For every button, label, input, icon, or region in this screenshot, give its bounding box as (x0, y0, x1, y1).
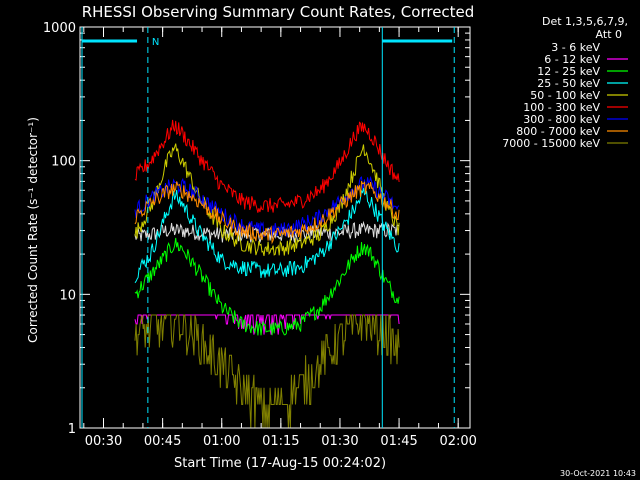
x-tick-label-01:30: 01:30 (321, 434, 358, 449)
y-tick-label-100: 100 (51, 155, 76, 170)
x-tick-label-01:45: 01:45 (380, 434, 417, 449)
x-axis-label: Start Time (17-Aug-15 00:24:02) (174, 456, 386, 471)
plot-frame (79, 26, 471, 429)
series-line-5 (134, 143, 400, 257)
legend-label-6: 100 - 300 keV (523, 101, 600, 114)
series-line-4 (134, 187, 400, 284)
x-tick-label-00:30: 00:30 (85, 434, 122, 449)
y-tick-label-10: 10 (59, 288, 76, 303)
legend-label-7: 300 - 800 keV (523, 113, 600, 126)
x-tick-label-02:00: 02:00 (439, 434, 476, 449)
legend-header-line1: Det 1,3,5,6,7,9, (542, 15, 628, 28)
chart-title: RHESSI Observing Summary Count Rates, Co… (82, 3, 475, 21)
legend-label-5: 50 - 100 keV (530, 89, 600, 102)
legend-label-9: 7000 - 15000 keV (502, 137, 600, 150)
y-tick-label-1: 1 (68, 422, 76, 437)
plot-area: 1 10 100 1000 00:30 00:45 01:00 01:15 01:30 01:45… (43, 21, 477, 449)
y-axis-label: Corrected Count Rate (s⁻¹ detector⁻¹) (26, 117, 40, 343)
legend-label-8: 800 - 7000 keV (516, 125, 600, 138)
legend-label-4: 25 - 50 keV (537, 77, 600, 90)
footer-timestamp: 30-Oct-2021 10:43 (560, 469, 636, 478)
series-line-3 (134, 237, 400, 336)
x-tick-label-01:00: 01:00 (203, 434, 240, 449)
y-tick-label-1000: 1000 (43, 21, 76, 36)
x-tick-label-01:15: 01:15 (262, 434, 299, 449)
x-tick-label-00:45: 00:45 (144, 434, 181, 449)
legend-label-2: 6 - 12 keV (544, 53, 600, 66)
series-line-8 (134, 181, 400, 245)
legend-label-3: 12 - 25 keV (537, 65, 600, 78)
series-line-6 (134, 119, 400, 213)
n-marker-label: N (152, 37, 159, 48)
legend-label-1: 3 - 6 keV (551, 41, 600, 54)
legend-header-line2: Att 0 (596, 28, 622, 41)
